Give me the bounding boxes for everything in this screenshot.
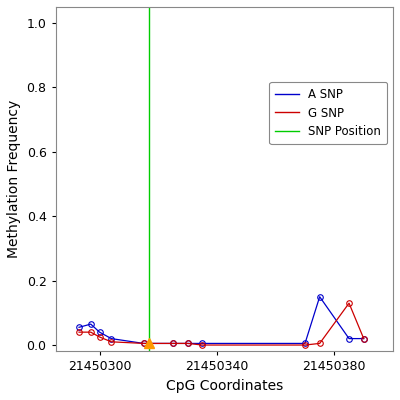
Legend: A SNP, G SNP, SNP Position: A SNP, G SNP, SNP Position <box>270 82 387 144</box>
X-axis label: CpG Coordinates: CpG Coordinates <box>166 379 283 393</box>
Y-axis label: Methylation Frequency: Methylation Frequency <box>7 100 21 258</box>
